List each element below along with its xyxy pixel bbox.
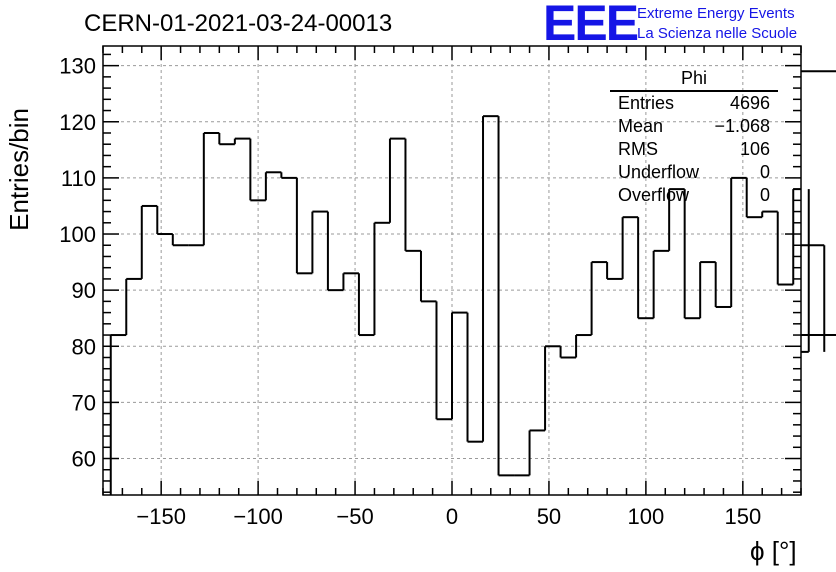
stats-box: Phi Entries 4696 Mean −1.068 RMS 106 Underf…: [610, 68, 778, 208]
histogram-title: CERN-01-2021-03-24-00013: [84, 10, 393, 37]
y-tick-label: 100: [59, 222, 96, 247]
logo-text-line-2: La Scienza nelle Scuole: [637, 25, 798, 42]
stats-row-entries: Entries 4696: [610, 93, 778, 116]
x-tick-label: 0: [446, 504, 458, 529]
logo-text-line-1: Extreme Energy Events: [637, 5, 795, 22]
stats-box-title: Phi: [610, 68, 778, 92]
y-tick-label: 90: [72, 278, 96, 303]
stats-row-underflow: Underflow 0: [610, 162, 778, 185]
x-tick-label: 50: [537, 504, 561, 529]
stats-label: RMS: [618, 139, 658, 159]
stats-value: 106: [739, 139, 770, 159]
stats-value: 0: [759, 185, 770, 205]
axis-ticks: −150 −100 −50 0 50 100 150 60 70 80 90 100 110 120 130: [59, 46, 802, 529]
stats-label: Underflow: [618, 162, 700, 182]
x-tick-label: −50: [336, 504, 373, 529]
x-tick-label: −150: [136, 504, 186, 529]
stats-label: Overflow: [618, 185, 690, 205]
y-tick-label: 120: [59, 110, 96, 135]
stats-label: Entries: [618, 93, 675, 113]
y-tick-label: 130: [59, 54, 96, 79]
y-tick-label: 80: [72, 334, 96, 359]
y-tick-label: 110: [61, 166, 96, 191]
x-tick-label: 100: [628, 504, 665, 529]
eee-logo: EEE: [543, 0, 639, 51]
y-tick-label: 70: [72, 390, 96, 415]
stats-label: Mean: [618, 116, 664, 136]
y-axis-label: Entries/bin: [4, 108, 34, 231]
stats-value: −1.068: [714, 116, 770, 136]
x-tick-label: 150: [724, 504, 761, 529]
stats-value: 4696: [729, 93, 770, 113]
stats-row-mean: Mean −1.068: [610, 116, 778, 139]
stats-row-overflow: Overflow 0: [610, 185, 778, 208]
histogram-bars: [109, 70, 836, 495]
x-tick-label: −100: [233, 504, 283, 529]
stats-value: 0: [759, 162, 770, 182]
x-axis-label: ϕ [°]: [750, 536, 797, 566]
y-tick-label: 60: [72, 447, 96, 472]
stats-row-rms: RMS 106: [610, 139, 778, 162]
